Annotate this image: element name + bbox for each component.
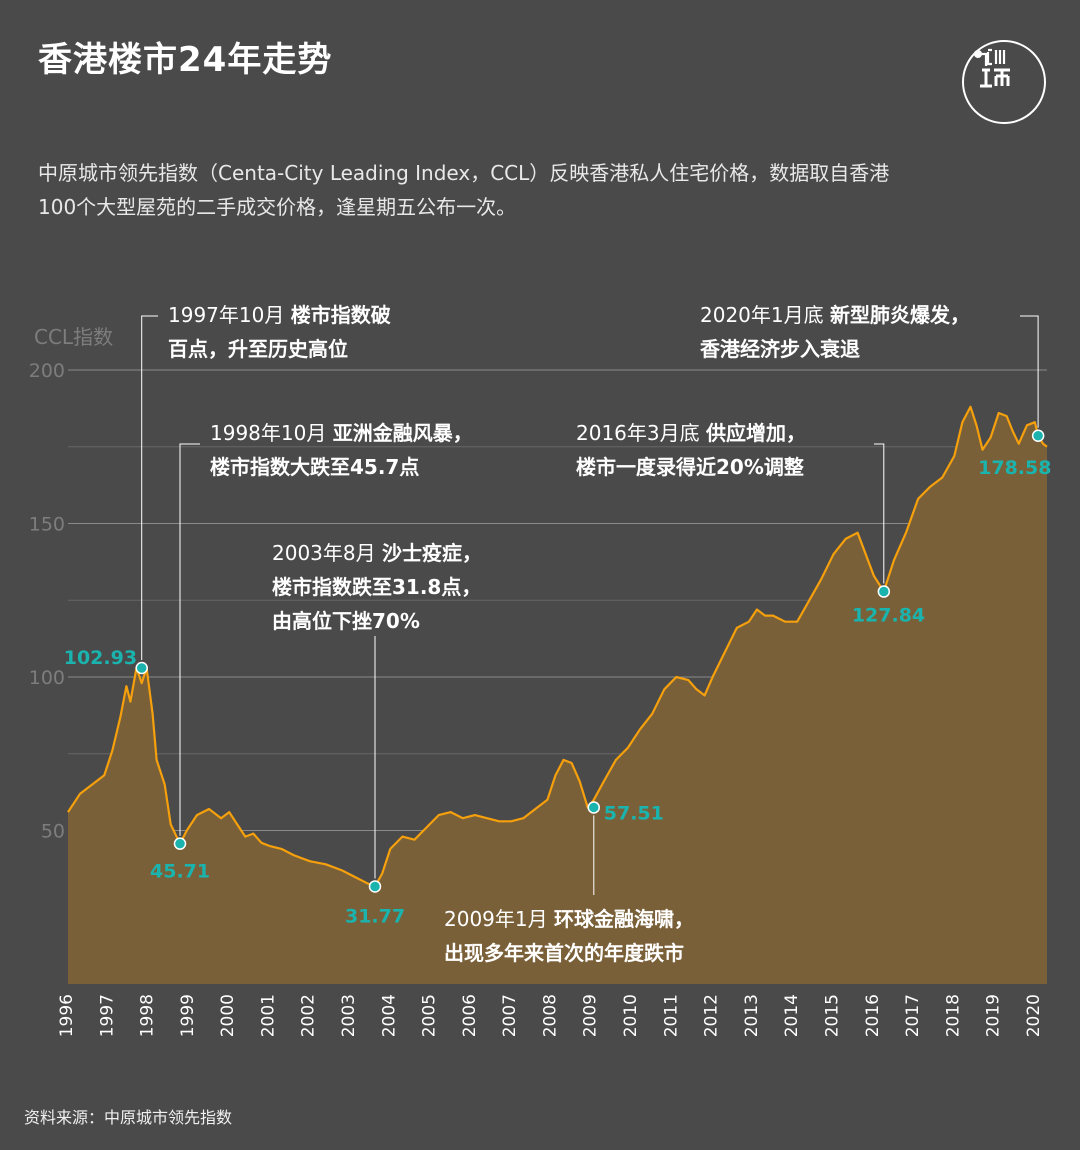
x-tick-label: 1999 bbox=[178, 994, 198, 1037]
annotation-1997-date: 1997年10月 bbox=[168, 303, 291, 327]
point-marker bbox=[135, 661, 148, 675]
x-tick-label: 2003 bbox=[339, 994, 359, 1037]
x-tick-label: 2019 bbox=[984, 994, 1004, 1037]
annotation-2020-date: 2020年1月底 bbox=[700, 303, 830, 327]
annotation-leader-line bbox=[141, 315, 158, 660]
point-value-label: 57.51 bbox=[604, 802, 664, 824]
brand-logo bbox=[962, 40, 1046, 124]
annotation-2003: 2003年8月 沙士疫症， 楼市指数跌至31.8点， 由高位下挫70% bbox=[272, 536, 482, 638]
y-tick-label: 100 bbox=[29, 667, 65, 689]
annotation-2009-date: 2009年1月 bbox=[444, 907, 554, 931]
logo-icon bbox=[974, 48, 1010, 88]
annotation-1998: 1998年10月 亚洲金融风暴， 楼市指数大跌至45.7点 bbox=[210, 416, 473, 484]
annotation-2009-detail: 出现多年来首次的年度跌市 bbox=[444, 941, 684, 965]
point-marker bbox=[877, 585, 891, 598]
annotation-2003-detail: 楼市指数跌至31.8点， bbox=[272, 575, 482, 599]
annotation-2016: 2016年3月底 供应增加， 楼市一度录得近20%调整 bbox=[576, 416, 806, 484]
point-value-label: 102.93 bbox=[64, 647, 137, 669]
annotation-2016-headline: 供应增加， bbox=[705, 421, 806, 445]
y-tick-label: 150 bbox=[29, 514, 65, 536]
x-tick-label: 2009 bbox=[581, 994, 601, 1037]
annotation-2003-detail-2: 由高位下挫70% bbox=[272, 609, 420, 633]
series-line bbox=[67, 405, 1048, 888]
annotation-leader-line bbox=[874, 443, 885, 584]
x-tick-label: 2001 bbox=[258, 994, 278, 1037]
point-value-label: 178.58 bbox=[978, 457, 1051, 479]
x-tick-label: 2011 bbox=[661, 994, 681, 1037]
annotation-1997-headline: 楼市指数破 bbox=[290, 303, 391, 327]
description: 中原城市领先指数（Centa-City Leading Index，CCL）反映… bbox=[38, 156, 1048, 224]
x-tick-label: 2000 bbox=[218, 994, 238, 1037]
x-tick-label: 2012 bbox=[702, 994, 722, 1037]
x-tick-label: 2006 bbox=[460, 994, 480, 1037]
description-line-2: 100个大型屋苑的二手成交价格，逢星期五公布一次。 bbox=[38, 195, 517, 219]
x-tick-label: 2020 bbox=[1024, 994, 1044, 1037]
x-tick-label: 1998 bbox=[138, 994, 158, 1037]
description-line-1: 中原城市领先指数（Centa-City Leading Index，CCL）反映… bbox=[38, 161, 890, 185]
annotation-1997: 1997年10月 楼市指数破 百点，升至历史高位 bbox=[168, 298, 391, 366]
annotation-leader-line bbox=[1020, 315, 1039, 428]
x-tick-label: 2013 bbox=[742, 994, 762, 1037]
x-tick-label: 2010 bbox=[621, 994, 641, 1037]
x-tick-label: 2015 bbox=[823, 994, 843, 1037]
page-title: 香港楼市24年走势 bbox=[38, 40, 333, 80]
x-tick-label: 2017 bbox=[903, 994, 923, 1037]
point-marker bbox=[1031, 429, 1045, 443]
annotation-2016-detail: 楼市一度录得近20%调整 bbox=[576, 455, 804, 479]
x-tick-label: 1996 bbox=[57, 994, 77, 1037]
annotation-2003-headline: 沙士疫症， bbox=[381, 541, 482, 565]
annotation-1998-date: 1998年10月 bbox=[210, 421, 333, 445]
x-tick-label: 2018 bbox=[943, 994, 963, 1037]
point-marker bbox=[587, 801, 601, 814]
source-note: 资料来源：中原城市领先指数 bbox=[24, 1108, 233, 1127]
annotation-2020: 2020年1月底 新型肺炎爆发， 香港经济步入衰退 bbox=[700, 298, 970, 366]
x-tick-label: 2014 bbox=[782, 994, 802, 1037]
point-value-label: 127.84 bbox=[852, 605, 925, 627]
y-tick-label: 50 bbox=[41, 821, 65, 843]
point-marker bbox=[173, 837, 187, 850]
point-value-label: 45.71 bbox=[150, 861, 210, 883]
x-tick-label: 2008 bbox=[541, 994, 561, 1037]
point-value-label: 31.77 bbox=[345, 905, 405, 927]
x-tick-label: 2007 bbox=[500, 994, 520, 1037]
x-tick-label: 2004 bbox=[379, 994, 399, 1037]
annotation-1998-headline: 亚洲金融风暴， bbox=[332, 421, 473, 445]
annotation-2020-detail: 香港经济步入衰退 bbox=[700, 337, 860, 361]
x-tick-label: 2016 bbox=[863, 994, 883, 1037]
annotation-leader-line bbox=[179, 443, 200, 836]
x-tick-label: 2005 bbox=[420, 994, 440, 1037]
annotation-2016-date: 2016年3月底 bbox=[576, 421, 706, 445]
annotation-1998-detail: 楼市指数大跌至45.7点 bbox=[210, 455, 420, 479]
point-marker bbox=[368, 880, 382, 893]
x-tick-label: 2002 bbox=[299, 994, 319, 1037]
y-tick-label: 200 bbox=[29, 360, 65, 382]
annotation-1997-detail: 百点，升至历史高位 bbox=[168, 337, 348, 361]
annotation-2020-headline: 新型肺炎爆发， bbox=[829, 303, 970, 327]
annotation-2003-date: 2003年8月 bbox=[272, 541, 382, 565]
x-tick-label: 1997 bbox=[97, 994, 117, 1037]
annotation-2009-headline: 环球金融海啸， bbox=[553, 907, 694, 931]
area-fill bbox=[68, 406, 1047, 984]
y-axis-label: CCL指数 bbox=[34, 325, 113, 349]
annotation-2009: 2009年1月 环球金融海啸， 出现多年来首次的年度跌市 bbox=[444, 902, 694, 970]
